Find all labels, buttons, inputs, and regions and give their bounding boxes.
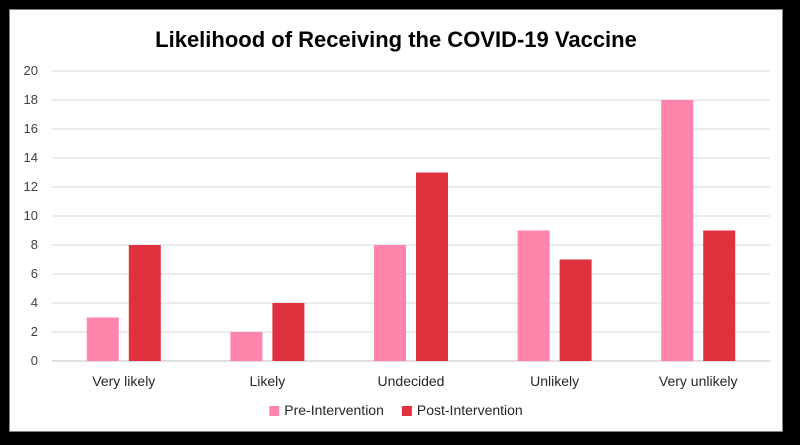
- bar-post-intervention-undecided: [416, 172, 448, 361]
- bar-pre-intervention-likely: [230, 332, 263, 361]
- bar-pre-intervention-very-likely: [86, 317, 119, 361]
- bar-pre-intervention-undecided: [374, 245, 406, 361]
- chart-frame: Likelihood of Receiving the COVID-19 Vac…: [9, 9, 783, 432]
- y-tick-label: 20: [24, 63, 38, 78]
- y-tick-label: 2: [31, 324, 38, 339]
- y-tick-label: 0: [31, 353, 38, 368]
- y-tick-label: 8: [31, 237, 38, 252]
- x-category-label: Very likely: [92, 373, 155, 389]
- bar-pre-intervention-very-unlikely: [661, 100, 694, 361]
- legend-swatch: [269, 406, 280, 416]
- y-tick-label: 12: [24, 179, 38, 194]
- legend-label: Pre-Intervention: [284, 402, 384, 418]
- gridlines: [52, 70, 770, 362]
- legend-item: Pre-Intervention: [269, 402, 384, 418]
- y-tick-label: 6: [31, 266, 38, 281]
- bar-post-intervention-likely: [272, 303, 305, 361]
- y-tick-label: 10: [24, 208, 38, 223]
- bar-chart: Likelihood of Receiving the COVID-19 Vac…: [24, 27, 770, 418]
- x-category-label: Very unlikely: [659, 373, 738, 389]
- legend-swatch: [401, 406, 412, 416]
- bar-post-intervention-very-likely: [128, 245, 161, 361]
- legend-item: Post-Intervention: [401, 402, 523, 418]
- x-category-label: Likely: [250, 373, 286, 389]
- x-category-label: Undecided: [378, 373, 445, 389]
- x-axis-categories: Very likely Likely Undecided Unlikely Very u…: [92, 373, 737, 389]
- chart-title: Likelihood of Receiving the COVID-19 Vac…: [155, 27, 637, 52]
- y-tick-label: 16: [24, 121, 38, 136]
- legend-label: Post-Intervention: [417, 402, 523, 418]
- bar-post-intervention-very-unlikely: [703, 230, 736, 361]
- y-axis-ticks: 0 2 4 6 8 10 12 14 16 18 20: [24, 63, 38, 368]
- x-category-label: Unlikely: [530, 373, 579, 389]
- bars: [86, 100, 736, 361]
- y-tick-label: 18: [24, 92, 38, 107]
- bar-post-intervention-unlikely: [559, 259, 592, 361]
- legend: Pre-Intervention Post-Intervention: [269, 402, 523, 418]
- y-tick-label: 4: [31, 295, 38, 310]
- y-tick-label: 14: [24, 150, 38, 165]
- bar-pre-intervention-unlikely: [517, 230, 550, 361]
